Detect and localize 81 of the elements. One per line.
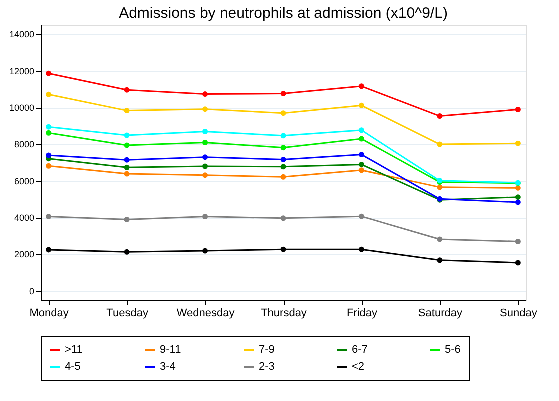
point xyxy=(280,133,286,139)
y-tick-label: 14000 xyxy=(9,30,34,40)
point xyxy=(280,216,286,222)
point xyxy=(358,162,364,168)
legend-label: 4-5 xyxy=(65,361,81,373)
legend-label: 7-9 xyxy=(259,344,275,356)
point xyxy=(358,168,364,174)
point xyxy=(202,164,208,170)
point xyxy=(202,248,208,254)
legend-label: >11 xyxy=(65,344,83,356)
legend-label: <2 xyxy=(352,361,365,373)
point xyxy=(124,216,130,222)
point xyxy=(46,163,52,169)
point xyxy=(46,214,52,220)
point xyxy=(280,164,286,170)
point xyxy=(358,214,364,220)
point xyxy=(358,84,364,90)
point xyxy=(46,70,52,76)
chart-title: Admissions by neutrophils at admission (x10^9/L) xyxy=(119,5,448,22)
legend-label: 2-3 xyxy=(259,361,275,373)
point xyxy=(124,157,130,163)
x-tick-label: Friday xyxy=(346,308,378,320)
point xyxy=(437,258,443,264)
point xyxy=(46,152,52,158)
legend-label: 9-11 xyxy=(160,344,182,356)
y-tick-label: 0 xyxy=(29,286,34,296)
point xyxy=(46,130,52,136)
x-tick-label: Thursday xyxy=(261,308,308,320)
point xyxy=(280,145,286,151)
point xyxy=(202,154,208,160)
x-tick-label: Wednesday xyxy=(176,308,236,320)
point xyxy=(515,106,521,112)
point xyxy=(124,171,130,177)
y-tick-label: 2000 xyxy=(14,250,34,260)
point xyxy=(437,236,443,242)
point xyxy=(124,142,130,148)
point xyxy=(437,142,443,148)
point xyxy=(280,157,286,162)
point xyxy=(124,249,130,255)
x-tick-label: Tuesday xyxy=(106,308,149,320)
point xyxy=(437,184,443,190)
y-tick-label: 4000 xyxy=(14,213,34,223)
point xyxy=(124,108,130,114)
point xyxy=(358,128,364,134)
point xyxy=(515,260,521,266)
point xyxy=(124,164,130,170)
y-tick-label: 10000 xyxy=(9,103,34,113)
point xyxy=(202,140,208,146)
legend-label: 5-6 xyxy=(445,344,461,356)
point xyxy=(202,172,208,178)
x-tick-label: Saturday xyxy=(418,308,463,320)
point xyxy=(358,152,364,158)
point xyxy=(358,102,364,108)
point xyxy=(46,92,52,98)
point xyxy=(202,92,208,98)
point xyxy=(202,128,208,134)
point xyxy=(515,200,521,206)
point xyxy=(515,185,521,191)
point xyxy=(46,124,52,130)
point xyxy=(280,110,286,116)
point xyxy=(358,246,364,252)
y-tick-label: 8000 xyxy=(14,140,34,150)
y-tick-label: 12000 xyxy=(9,66,34,76)
point xyxy=(280,246,286,252)
point xyxy=(124,87,130,93)
point xyxy=(515,140,521,146)
point xyxy=(202,214,208,220)
point xyxy=(202,106,208,112)
point xyxy=(358,136,364,142)
x-tick-label: Sunday xyxy=(500,308,538,320)
legend-label: 3-4 xyxy=(160,361,176,373)
point xyxy=(280,174,286,180)
point xyxy=(515,194,521,200)
point xyxy=(437,114,443,120)
y-tick-label: 6000 xyxy=(14,176,34,186)
point xyxy=(46,247,52,253)
legend-label: 6-7 xyxy=(352,344,368,356)
point xyxy=(124,132,130,138)
point xyxy=(515,238,521,244)
point xyxy=(280,91,286,96)
x-tick-label: Monday xyxy=(30,308,70,320)
